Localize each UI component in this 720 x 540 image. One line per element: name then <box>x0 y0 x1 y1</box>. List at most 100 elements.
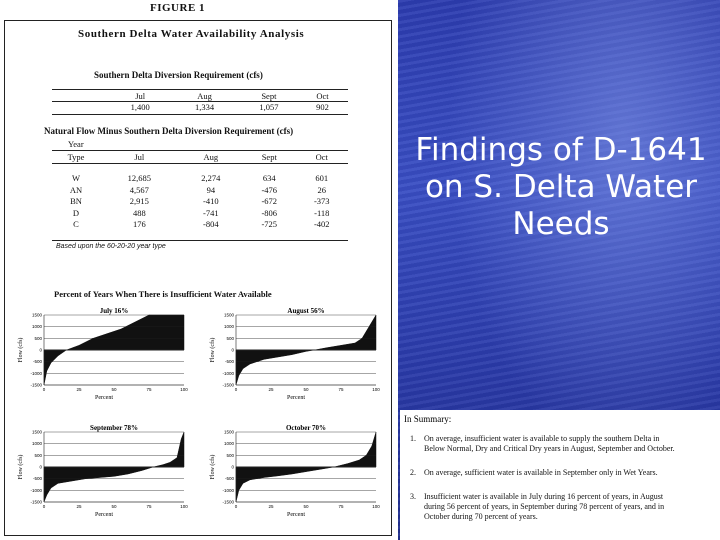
table-rule <box>52 101 348 102</box>
chart-ytick: -1500 <box>30 500 42 505</box>
table-header-cell: Sept <box>261 90 277 101</box>
chart-xlabel: Percent <box>95 395 113 401</box>
summary-item: 1. On average, insufficient water is ava… <box>410 434 675 454</box>
chart-ytick: -500 <box>33 476 43 481</box>
chart-october: October 70% 1500 1000 500 0 -500 -1000 -1500 0 25… <box>206 422 382 528</box>
chart-ylabel: Flow (cfs) <box>209 338 216 363</box>
table-cell: -402 <box>313 219 330 230</box>
chart-ytick: 1000 <box>224 441 235 446</box>
chart-xtick: 25 <box>76 504 82 509</box>
table-rule <box>52 240 348 241</box>
natural-flow-title: Natural Flow Minus Southern Delta Divers… <box>44 126 294 136</box>
year-label: Year <box>68 139 84 149</box>
chart-ytick: -1000 <box>30 371 42 376</box>
table-row: D 488 -741 -806 -118 <box>52 207 348 219</box>
table-cell: 4,567 <box>129 184 149 195</box>
summary-line: Insufficient water is available in July … <box>424 492 664 501</box>
slide-title-line: on S. Delta Water <box>424 169 698 205</box>
table-rule <box>52 163 348 164</box>
chart-ytick: 1500 <box>224 313 235 318</box>
table-cell: 488 <box>132 207 146 218</box>
diversion-value-row: 1,400 1,334 1,057 902 <box>108 102 344 114</box>
chart-title: September 78% <box>90 424 138 432</box>
table-cell: -741 <box>203 207 219 218</box>
summary-item-number: 3. <box>410 492 416 501</box>
chart-ytick: -500 <box>225 359 235 364</box>
table-header-cell: Aug <box>197 90 212 101</box>
chart-ytick: 1500 <box>32 430 43 435</box>
chart-xtick: 75 <box>338 387 344 392</box>
chart-xtick: 25 <box>268 387 274 392</box>
table-cell: D <box>72 207 80 218</box>
chart-xtick: 75 <box>338 504 344 509</box>
table-cell: AN <box>69 184 83 195</box>
natural-flow-header-row: Type Jul Aug Sept Oct <box>52 151 348 163</box>
table-cell: -118 <box>314 207 330 218</box>
chart-july: July 16% 1500 1000 500 0 -500 -1000 -1500 0 25 50 7… <box>14 305 190 411</box>
chart-ytick: -1000 <box>222 488 234 493</box>
chart-ytick: 0 <box>39 348 42 353</box>
table-cell: -672 <box>261 196 278 207</box>
table-cell: 26 <box>317 184 326 195</box>
chart-xtick: 0 <box>235 504 238 509</box>
table-cell: W <box>71 173 81 184</box>
table-cell: 902 <box>316 102 329 113</box>
chart-xtick: 0 <box>43 504 46 509</box>
chart-xtick: 25 <box>268 504 274 509</box>
table-cell: 2,274 <box>201 173 221 184</box>
chart-ytick: 500 <box>226 336 234 341</box>
table-rule <box>52 150 348 151</box>
table-header-cell: Jul <box>134 151 145 162</box>
diversion-title: Southern Delta Diversion Requirement (cf… <box>94 70 263 80</box>
table-cell: -804 <box>203 219 219 230</box>
chart-xtick: 50 <box>111 504 117 509</box>
figure-label: FIGURE 1 <box>150 2 206 14</box>
chart-xlabel: Percent <box>287 512 305 518</box>
chart-title: October 70% <box>286 424 326 432</box>
chart-ytick: 1000 <box>224 324 235 329</box>
chart-ytick: 1500 <box>224 430 235 435</box>
table-rule <box>52 114 348 115</box>
summary-item: 3. Insufficient water is available in Ju… <box>410 492 665 522</box>
chart-ytick: -500 <box>225 476 235 481</box>
table-cell: -476 <box>261 184 278 195</box>
summary-line: On average, insufficient water is availa… <box>424 434 660 443</box>
table-row: AN 4,567 94 -476 26 <box>52 184 348 196</box>
chart-ytick: 0 <box>231 465 234 470</box>
figure-frame <box>4 20 392 536</box>
chart-ylabel: Flow (cfs) <box>209 455 216 480</box>
table-cell: 12,685 <box>127 173 152 184</box>
table-cell: 634 <box>262 173 276 184</box>
chart-xtick: 0 <box>43 387 46 392</box>
table-header-cell: Oct <box>315 151 328 162</box>
table-header-cell: Type <box>67 151 85 162</box>
table-header-cell: Jul <box>135 90 146 101</box>
chart-ytick: 500 <box>34 336 42 341</box>
chart-xtick: 50 <box>303 387 309 392</box>
figure-scan: FIGURE 1 Southern Delta Water Availabili… <box>4 2 392 536</box>
charts-title: Percent of Years When There is Insuffici… <box>54 289 272 299</box>
table-header-cell: Oct <box>316 90 329 101</box>
slide-title: Findings of D-1641 on S. Delta Water Nee… <box>402 132 720 243</box>
chart-ylabel: Flow (cfs) <box>17 338 24 363</box>
summary-box: In Summary: 1. On average, insufficient … <box>400 410 720 540</box>
summary-line: during 56 percent of years, in September… <box>424 502 665 511</box>
chart-xtick: 100 <box>372 387 380 392</box>
chart-ytick: 1500 <box>32 313 43 318</box>
chart-ytick: 1000 <box>32 324 43 329</box>
chart-xlabel: Percent <box>95 512 113 518</box>
chart-xtick: 100 <box>180 504 188 509</box>
diversion-table: Jul Aug Sept Oct 1,400 1,334 1,057 902 <box>108 90 344 113</box>
table-cell: 94 <box>206 184 216 195</box>
table-note: Based upon the 60-20-20 year type <box>56 243 166 250</box>
chart-xlabel: Percent <box>287 395 305 401</box>
chart-september: September 78% 1500 1000 500 0 -500 -1000 -1500 0… <box>14 422 190 528</box>
natural-flow-table: Type Jul Aug Sept Oct W 12,685 2,274 634… <box>52 151 348 230</box>
table-cell: -373 <box>313 196 330 207</box>
chart-svg: September 78%150010005000-500-1000-15000… <box>17 424 188 518</box>
table-rule <box>52 89 348 90</box>
